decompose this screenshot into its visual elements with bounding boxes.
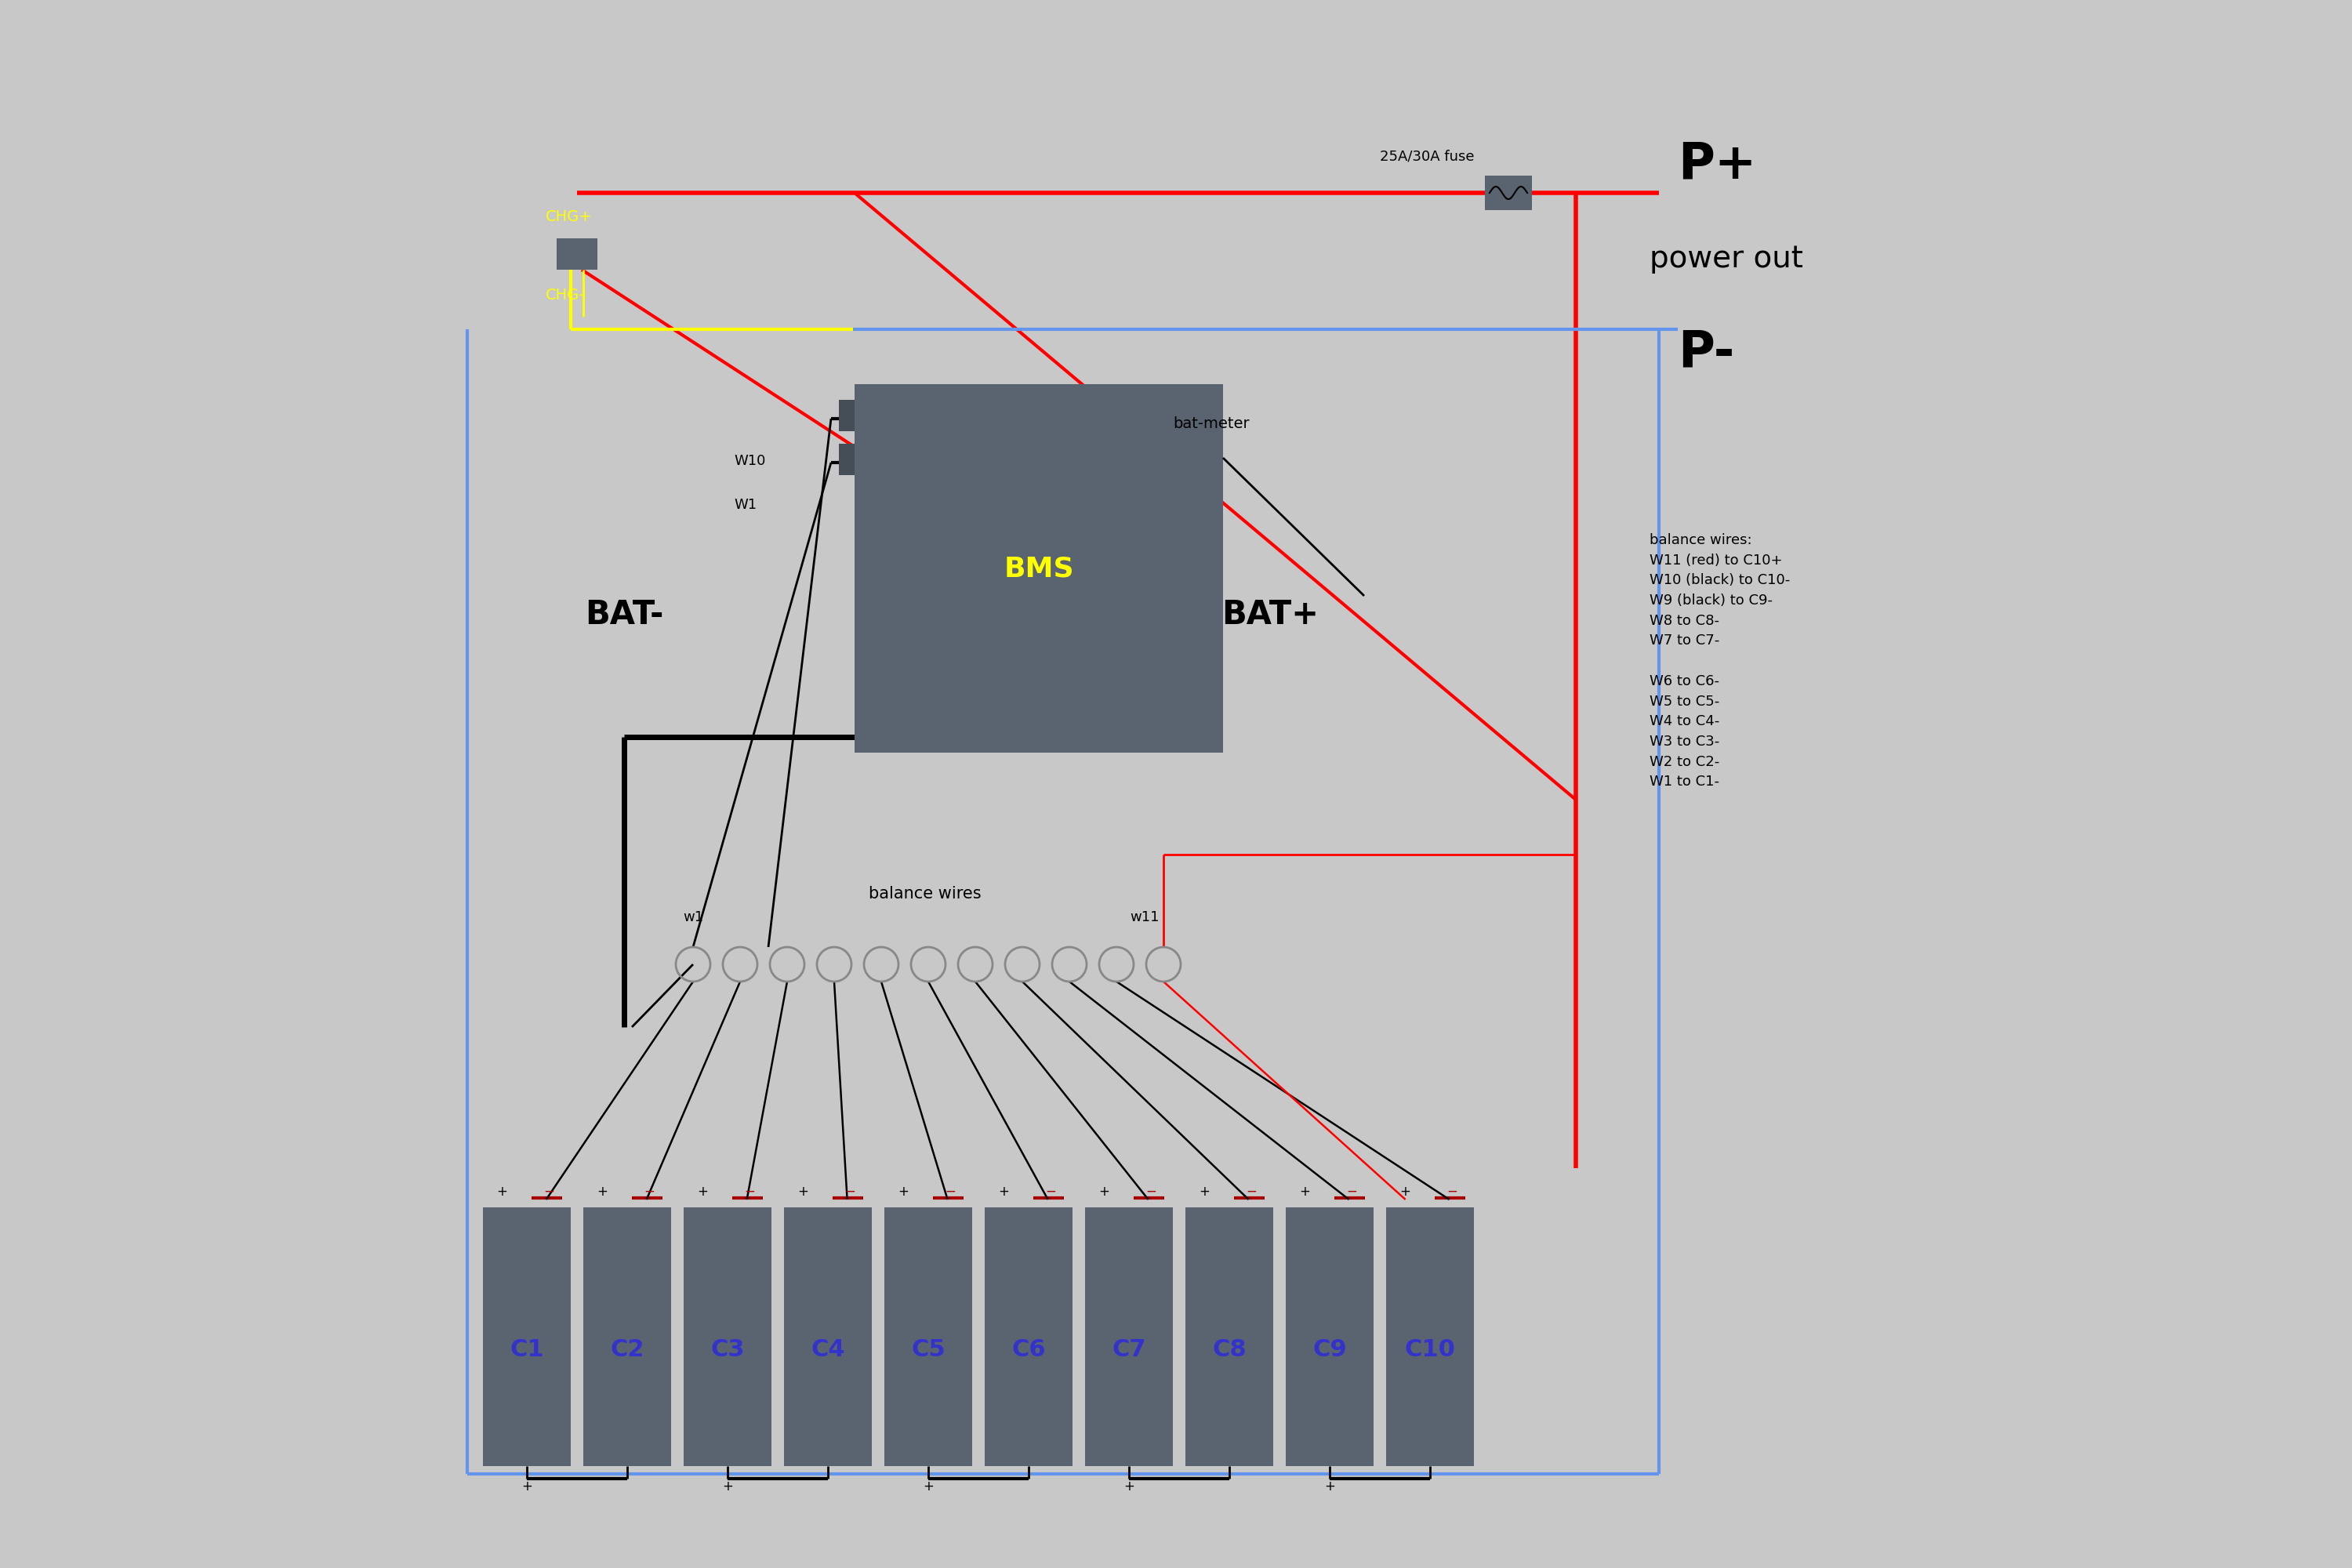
- Text: C3: C3: [710, 1339, 746, 1361]
- Text: −: −: [1345, 1185, 1357, 1198]
- Text: BMS: BMS: [1004, 555, 1075, 582]
- Text: balance wires: balance wires: [868, 886, 981, 902]
- Bar: [583, 1207, 670, 1466]
- Bar: [854, 384, 1223, 753]
- Text: −: −: [844, 1185, 856, 1198]
- Text: +: +: [1098, 1185, 1110, 1198]
- Text: bat-meter: bat-meter: [1174, 416, 1249, 431]
- Text: −: −: [644, 1185, 654, 1198]
- Text: +: +: [922, 1480, 934, 1493]
- Text: +: +: [1124, 1480, 1134, 1493]
- Bar: [1385, 1207, 1475, 1466]
- Text: BAT-: BAT-: [586, 597, 663, 630]
- Text: C10: C10: [1404, 1339, 1456, 1361]
- Text: W10: W10: [734, 455, 764, 467]
- Bar: [985, 1207, 1073, 1466]
- Text: +: +: [1399, 1185, 1411, 1198]
- Text: C9: C9: [1312, 1339, 1348, 1361]
- Bar: [1185, 1207, 1272, 1466]
- Text: C5: C5: [910, 1339, 946, 1361]
- Text: w11: w11: [1129, 909, 1160, 924]
- Text: balance wires:
W11 (red) to C10+
W10 (black) to C10-
W9 (black) to C9-
W8 to C8-: balance wires: W11 (red) to C10+ W10 (bl…: [1649, 533, 1790, 789]
- Text: BAT+: BAT+: [1221, 597, 1319, 630]
- Text: +: +: [722, 1480, 734, 1493]
- Bar: [783, 1207, 873, 1466]
- Text: 25A/30A fuse: 25A/30A fuse: [1381, 151, 1475, 163]
- Text: +: +: [699, 1185, 708, 1198]
- Text: −: −: [946, 1185, 955, 1198]
- Text: +: +: [522, 1480, 532, 1493]
- Bar: [884, 1207, 971, 1466]
- Text: −: −: [1247, 1185, 1256, 1198]
- Text: power out: power out: [1649, 243, 1804, 273]
- Text: −: −: [743, 1185, 755, 1198]
- Text: P-: P-: [1677, 329, 1733, 376]
- Text: C4: C4: [811, 1339, 844, 1361]
- Text: C8: C8: [1211, 1339, 1247, 1361]
- Text: C6: C6: [1011, 1339, 1047, 1361]
- Text: C2: C2: [609, 1339, 644, 1361]
- Text: C1: C1: [510, 1339, 543, 1361]
- Text: −: −: [1044, 1185, 1056, 1198]
- Text: w1: w1: [682, 909, 703, 924]
- Text: +: +: [797, 1185, 809, 1198]
- Bar: [1484, 176, 1531, 210]
- Bar: [1287, 1207, 1374, 1466]
- Text: +: +: [496, 1185, 508, 1198]
- Bar: [840, 400, 854, 431]
- Text: −: −: [543, 1185, 555, 1198]
- Text: +: +: [1200, 1185, 1211, 1198]
- Text: +: +: [1324, 1480, 1336, 1493]
- Bar: [557, 238, 597, 270]
- Bar: [482, 1207, 572, 1466]
- Text: C7: C7: [1112, 1339, 1145, 1361]
- Text: CHG+: CHG+: [546, 209, 593, 224]
- Text: +: +: [597, 1185, 609, 1198]
- Text: P+: P+: [1677, 141, 1757, 188]
- Bar: [840, 444, 854, 475]
- Text: W1: W1: [734, 499, 757, 511]
- Text: −: −: [1446, 1185, 1458, 1198]
- Text: +: +: [1301, 1185, 1310, 1198]
- Bar: [684, 1207, 771, 1466]
- Text: CHG-: CHG-: [546, 287, 586, 303]
- Text: +: +: [1000, 1185, 1009, 1198]
- Text: −: −: [1145, 1185, 1157, 1198]
- Bar: [1084, 1207, 1174, 1466]
- Text: +: +: [898, 1185, 910, 1198]
